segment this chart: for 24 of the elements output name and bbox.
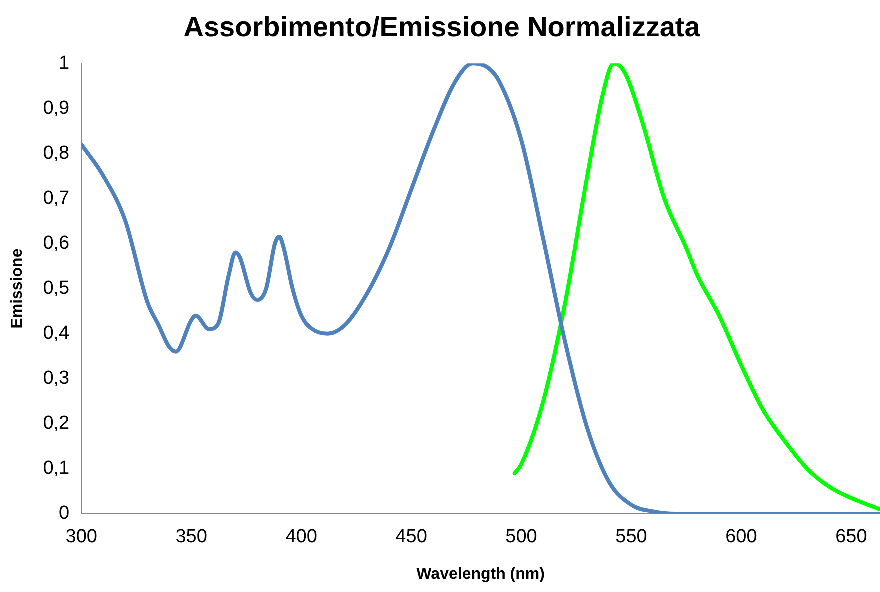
x-tick-label: 550 (616, 526, 648, 548)
y-tick-label: 1 (59, 52, 70, 74)
x-tick-label: 350 (176, 526, 208, 548)
y-tick-label: 0,3 (43, 368, 70, 390)
x-tick-label: 450 (396, 526, 428, 548)
y-tick-label: 0,9 (43, 98, 70, 119)
y-tick-label: 0,5 (43, 278, 70, 300)
line-series (82, 64, 880, 514)
y-tick-label: 0,7 (43, 188, 70, 209)
x-tick-label: 300 (66, 526, 98, 548)
x-tick-label: 650 (836, 526, 868, 548)
y-tick-label: 0,8 (43, 142, 70, 164)
y-tick-label: 0,6 (43, 232, 70, 254)
x-tick-label: 400 (286, 526, 318, 548)
y-tick-label: 0 (59, 503, 70, 524)
chart-title: Assorbimento/Emissione Normalizzata (184, 12, 701, 43)
x-tick-label: 600 (726, 526, 758, 548)
y-tick-label: 0,4 (43, 323, 70, 344)
line-series (512, 64, 880, 512)
y-tick-label: 0,1 (43, 458, 70, 480)
x-tick-label: 500 (506, 526, 538, 548)
y-tick-label: 0,2 (43, 413, 70, 434)
x-axis-title: Wavelength (nm) (416, 566, 545, 583)
y-axis-title: Emissione (9, 248, 26, 329)
